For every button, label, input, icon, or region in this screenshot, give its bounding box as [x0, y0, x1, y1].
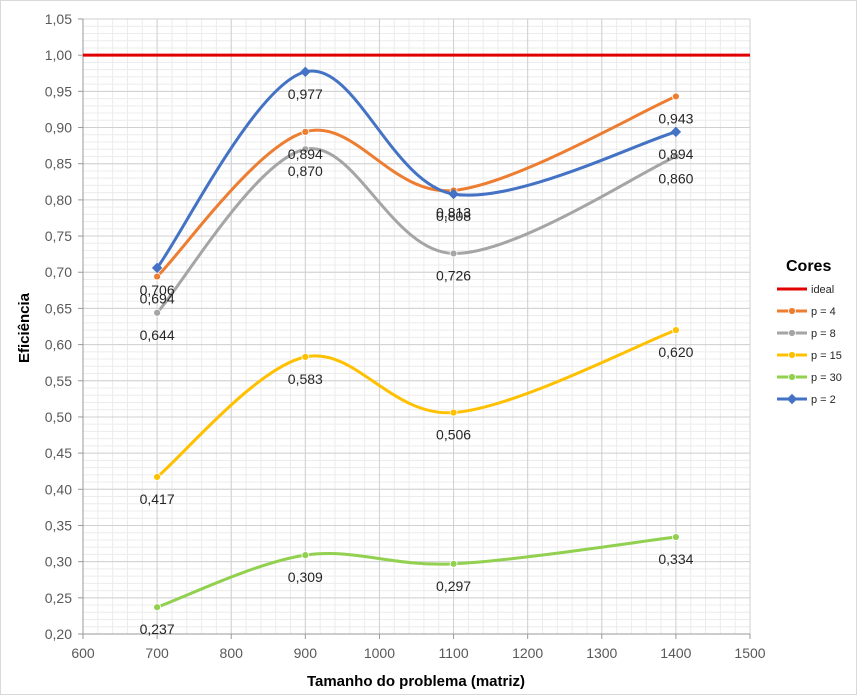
y-tick-label: 0,85 — [45, 156, 72, 172]
x-tick-label: 700 — [145, 645, 169, 661]
data-point-p-2 — [151, 262, 163, 274]
data-label-p-15: 0,417 — [140, 491, 175, 507]
data-label-p-15: 0,583 — [288, 371, 323, 387]
data-label-p-2: 0,894 — [658, 146, 693, 162]
y-tick-label: 0,40 — [45, 481, 72, 497]
y-tick-label: 0,30 — [45, 554, 72, 570]
data-point-p-15 — [301, 352, 310, 361]
y-tick-label: 0,25 — [45, 590, 72, 606]
y-tick-label: 1,00 — [45, 47, 72, 63]
data-point-p-2 — [670, 126, 682, 138]
data-point-p-4 — [301, 127, 310, 136]
x-tick-label: 800 — [220, 645, 244, 661]
data-labels: 0,694 0,894 0,813 0,943 0,644 0,870 0,726 0,860… — [140, 86, 694, 637]
y-tick-label: 0,55 — [45, 373, 72, 389]
x-tick-label: 1500 — [734, 645, 765, 661]
data-point-p-4 — [671, 92, 680, 101]
legend-label-ideal: ideal — [811, 284, 834, 296]
data-point-p-15 — [449, 408, 458, 417]
data-label-p-4: 0,813 — [436, 204, 471, 220]
legend-label-p-30: p = 30 — [811, 372, 842, 384]
legend-marker-p-2 — [786, 393, 798, 405]
data-point-p-8 — [301, 145, 310, 154]
y-tick-label: 0,90 — [45, 120, 72, 136]
y-tick-label: 0,80 — [45, 192, 72, 208]
series-line-p-15 — [155, 328, 678, 479]
legend-label-p-4: p = 4 — [811, 306, 836, 318]
y-tick-label: 0,65 — [45, 300, 72, 316]
grid — [82, 18, 751, 635]
data-label-p-30: 0,334 — [658, 551, 693, 567]
data-point-p-30 — [449, 559, 458, 568]
data-point-p-8 — [671, 152, 680, 161]
series-line-p-2 — [155, 69, 678, 270]
series — [83, 53, 750, 612]
data-label-p-15: 0,620 — [658, 344, 693, 360]
y-tick-label: 0,35 — [45, 517, 72, 533]
axes: 600 700 800 900 1000 1100 1200 1300 1400 1500 0,20… — [45, 11, 766, 661]
y-tick-label: 0,60 — [45, 337, 72, 353]
data-label-p-15: 0,506 — [436, 427, 471, 443]
series-line-p-8 — [155, 147, 678, 315]
x-tick-label: 1400 — [660, 645, 691, 661]
data-label-p-4: 0,894 — [288, 146, 323, 162]
data-point-p-15 — [153, 473, 162, 481]
data-label-p-2: 0,977 — [288, 86, 323, 102]
data-label-p-8: 0,860 — [658, 170, 693, 186]
x-tick-label: 1000 — [364, 645, 395, 661]
data-point-p-8 — [153, 308, 162, 317]
y-tick-label: 1,05 — [45, 11, 72, 27]
data-label-p-8: 0,644 — [140, 327, 175, 343]
data-point-p-8 — [449, 249, 458, 258]
legend-marker-p-4 — [788, 307, 796, 315]
legend-marker-p-30 — [788, 373, 796, 381]
data-label-p-2: 0,706 — [140, 282, 175, 298]
data-label-p-2: 0,808 — [436, 208, 471, 224]
legend-marker-p-8 — [788, 329, 796, 337]
y-tick-label: 0,45 — [45, 445, 72, 461]
data-point-p-15 — [671, 326, 680, 335]
data-point-p-30 — [301, 551, 310, 560]
data-label-p-8: 0,870 — [288, 163, 323, 179]
legend-title: Cores — [786, 258, 831, 275]
data-label-p-30: 0,297 — [436, 578, 471, 594]
y-axis-title: Eficiência — [16, 292, 33, 363]
x-axis-title: Tamanho do problema (matriz) — [307, 673, 525, 690]
x-tick-label: 600 — [71, 645, 95, 661]
x-tick-label: 1300 — [586, 645, 617, 661]
data-label-p-8: 0,726 — [436, 267, 471, 283]
series-line-p-30 — [155, 535, 678, 609]
x-tick-label: 900 — [294, 645, 318, 661]
y-tick-label: 0,75 — [45, 228, 72, 244]
data-point-p-30 — [153, 603, 162, 612]
legend-label-p-2: p = 2 — [811, 394, 836, 406]
y-tick-label: 0,20 — [45, 626, 72, 642]
legend-label-p-8: p = 8 — [811, 328, 836, 340]
y-tick-label: 0,70 — [45, 264, 72, 280]
data-label-p-30: 0,237 — [140, 621, 175, 637]
y-tick-label: 0,95 — [45, 83, 72, 99]
data-label-p-4: 0,943 — [658, 110, 693, 126]
legend-label-p-15: p = 15 — [811, 350, 842, 362]
legend: Cores ideal p = 4 p = 8 p = 15 p = 30 p = 2 — [777, 258, 842, 406]
x-tick-label: 1100 — [439, 645, 469, 661]
data-point-p-2 — [448, 188, 459, 200]
data-label-p-30: 0,309 — [288, 569, 323, 585]
data-point-p-2 — [300, 66, 311, 78]
legend-marker-p-15 — [788, 351, 796, 359]
data-point-p-4 — [153, 272, 162, 281]
data-label-p-4: 0,694 — [140, 291, 175, 307]
y-tick-label: 0,50 — [45, 409, 72, 425]
x-tick-label: 1200 — [512, 645, 543, 661]
series-line-p-4 — [155, 94, 678, 279]
data-point-p-30 — [671, 533, 680, 541]
